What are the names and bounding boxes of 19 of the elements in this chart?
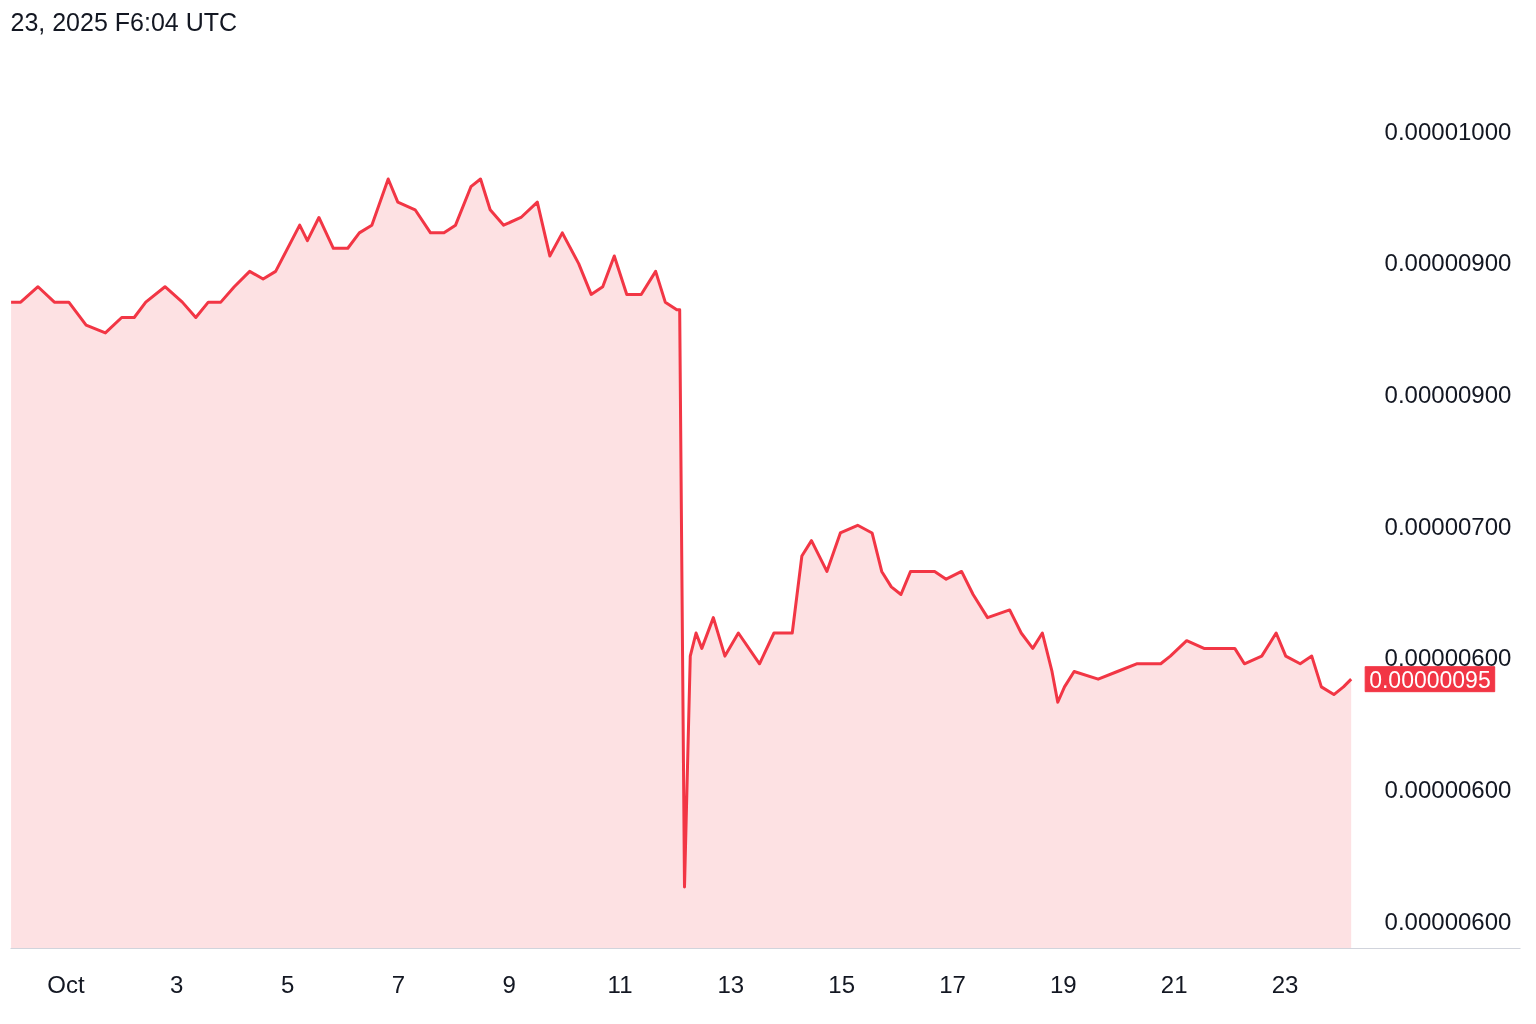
x-tick-label: 15 bbox=[828, 970, 856, 998]
annotation: 0.00000600 bbox=[1384, 907, 1512, 935]
x-tick-label: 11 bbox=[607, 970, 633, 998]
x-tick-label: 9 bbox=[502, 970, 516, 998]
chart-title: 23, 2025 F6:04 UTC bbox=[10, 7, 238, 36]
x-tick-label: Oct bbox=[47, 970, 85, 998]
annotation: 0.00000600 bbox=[1384, 776, 1512, 804]
text: 0.00001000 bbox=[1384, 117, 1512, 145]
annotation: 0.00000900 bbox=[1384, 249, 1512, 277]
x-tick-label: 17 bbox=[939, 970, 966, 998]
x-tick-label: 13 bbox=[717, 970, 745, 998]
x-tick-label: 23 bbox=[1271, 970, 1299, 998]
annotation: 0.00000700 bbox=[1384, 512, 1512, 540]
x-tick-label: 21 bbox=[1160, 970, 1188, 998]
x-tick-label: 7 bbox=[391, 970, 406, 998]
x-tick-label: 19 bbox=[1050, 970, 1077, 998]
x-tick-label: 3 bbox=[170, 970, 184, 998]
annotation: 0.00000900 bbox=[1384, 381, 1512, 409]
x-tick-label: 5 bbox=[280, 970, 295, 998]
